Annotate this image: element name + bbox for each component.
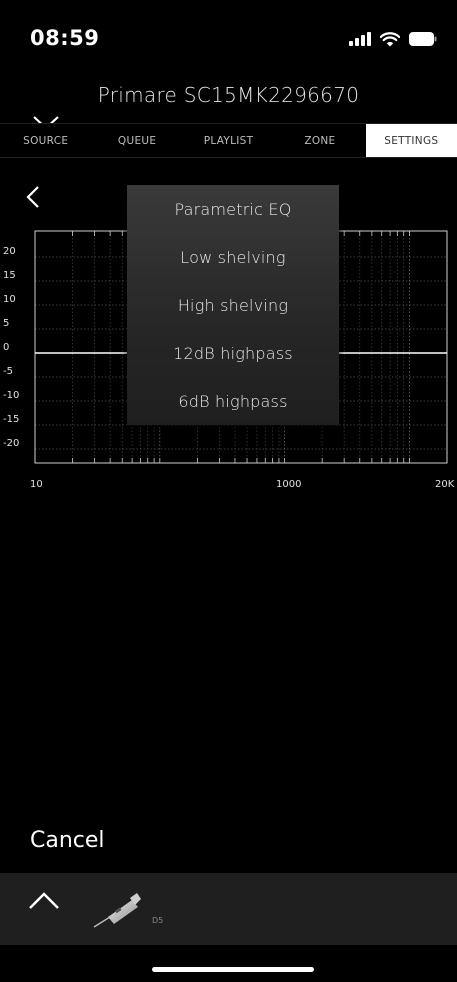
device-label: D5: [152, 916, 164, 925]
tab-zone[interactable]: ZONE: [304, 134, 336, 147]
menu-item-parametric-eq[interactable]: Parametric EQ: [174, 200, 292, 219]
status-icons: [349, 30, 437, 48]
cancel-button[interactable]: Cancel: [30, 828, 105, 853]
tab-bar: SOURCE QUEUE PLAYLIST ZONE SETTINGS: [0, 123, 457, 158]
expand-chevron-icon[interactable]: [28, 890, 60, 910]
filter-type-menu: Parametric EQ Low shelving High shelving…: [127, 185, 339, 425]
device-thumbnail-icon: [93, 893, 141, 928]
y-tick-label: 0: [3, 342, 10, 353]
tab-source[interactable]: SOURCE: [23, 134, 69, 147]
menu-item-low-shelving[interactable]: Low shelving: [180, 248, 286, 267]
now-playing-bar[interactable]: [0, 873, 457, 945]
x-tick-label: 1000: [276, 479, 302, 490]
y-tick-label: 5: [3, 318, 10, 329]
menu-item-12db-highpass[interactable]: 12dB highpass: [173, 344, 293, 363]
tab-playlist[interactable]: PLAYLIST: [203, 134, 254, 147]
menu-item-high-shelving[interactable]: High shelving: [177, 296, 289, 315]
back-chevron-icon[interactable]: [26, 186, 40, 208]
x-tick-label: 10: [30, 479, 43, 490]
battery-icon: [409, 32, 437, 46]
wifi-icon: [380, 31, 400, 46]
y-tick-label: -15: [3, 414, 20, 425]
y-tick-label: -20: [3, 438, 20, 449]
x-tick-label: 20K: [435, 479, 455, 490]
y-tick-label: -10: [3, 390, 20, 401]
status-time: 08:59: [30, 26, 100, 50]
home-indicator[interactable]: [152, 967, 314, 972]
device-title: Primare SC15MK2296670: [97, 83, 360, 107]
y-tick-label: 10: [3, 294, 16, 305]
y-tick-label: 20: [3, 246, 16, 257]
y-tick-label: -5: [3, 366, 13, 377]
tab-queue[interactable]: QUEUE: [117, 134, 157, 147]
cellular-signal-icon: [349, 32, 371, 46]
y-tick-label: 15: [3, 270, 16, 281]
tab-settings[interactable]: SETTINGS: [365, 124, 457, 157]
menu-item-6db-highpass[interactable]: 6dB highpass: [178, 392, 288, 411]
